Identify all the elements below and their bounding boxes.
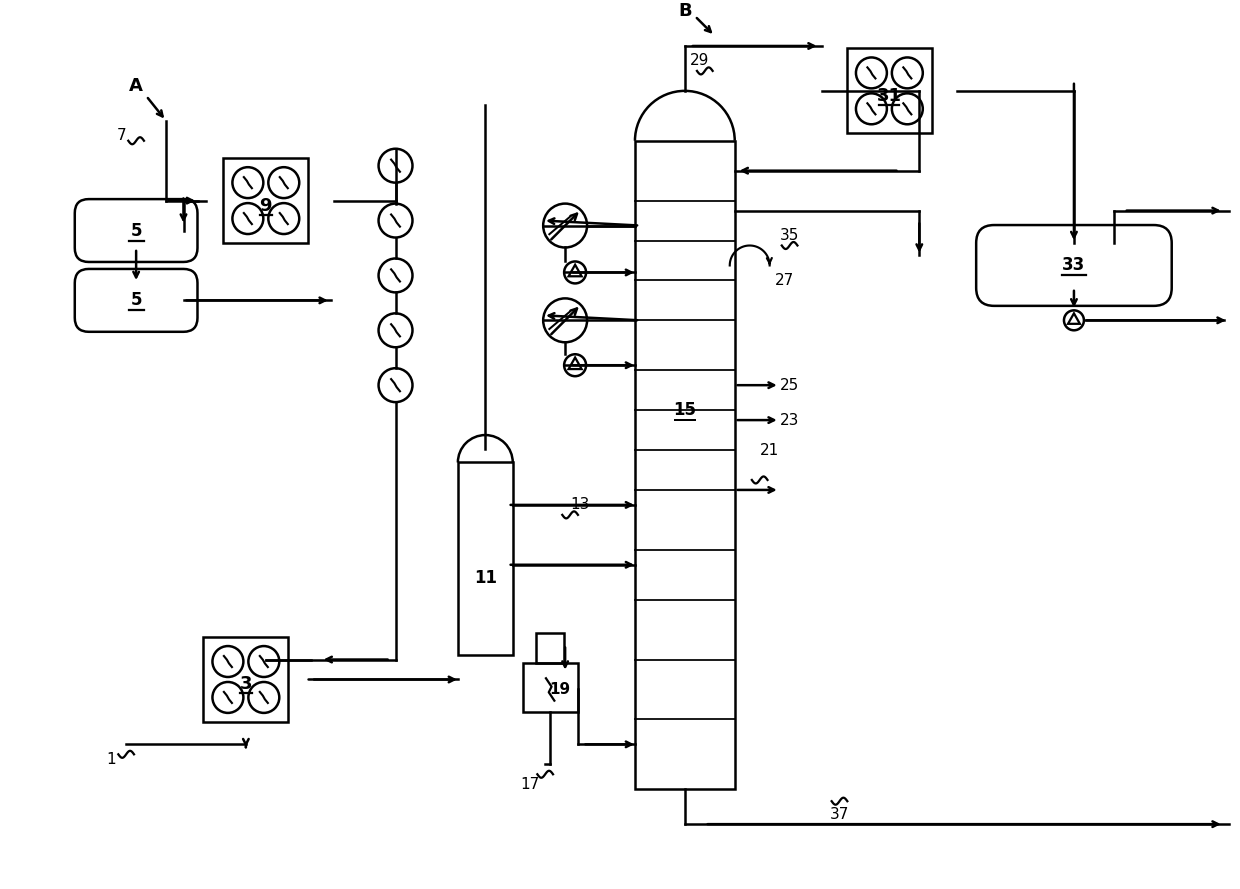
Bar: [523, 663, 578, 712]
Bar: [458, 462, 513, 654]
Bar: [537, 633, 564, 663]
Text: 5: 5: [130, 292, 141, 309]
Text: 21: 21: [760, 443, 779, 458]
Text: 31: 31: [877, 87, 901, 105]
Text: 9: 9: [259, 196, 272, 214]
Text: 15: 15: [673, 401, 697, 419]
Bar: [203, 637, 288, 722]
Bar: [223, 158, 309, 243]
Text: 1: 1: [107, 752, 117, 767]
Text: 37: 37: [830, 806, 849, 821]
Text: 7: 7: [117, 128, 126, 143]
Bar: [635, 140, 735, 789]
Text: 33: 33: [1063, 256, 1085, 275]
Text: 17: 17: [521, 777, 539, 792]
Text: 13: 13: [570, 498, 590, 512]
Text: 23: 23: [780, 412, 800, 428]
Text: A: A: [129, 76, 143, 95]
Text: 27: 27: [775, 273, 795, 288]
Text: 29: 29: [691, 53, 709, 68]
Bar: [847, 49, 931, 133]
Text: 25: 25: [780, 378, 800, 393]
Text: 35: 35: [780, 228, 800, 243]
Text: B: B: [678, 2, 692, 20]
Text: 5: 5: [130, 221, 141, 239]
Text: 19: 19: [549, 682, 570, 697]
Text: 3: 3: [239, 676, 252, 693]
Text: 11: 11: [474, 569, 497, 587]
